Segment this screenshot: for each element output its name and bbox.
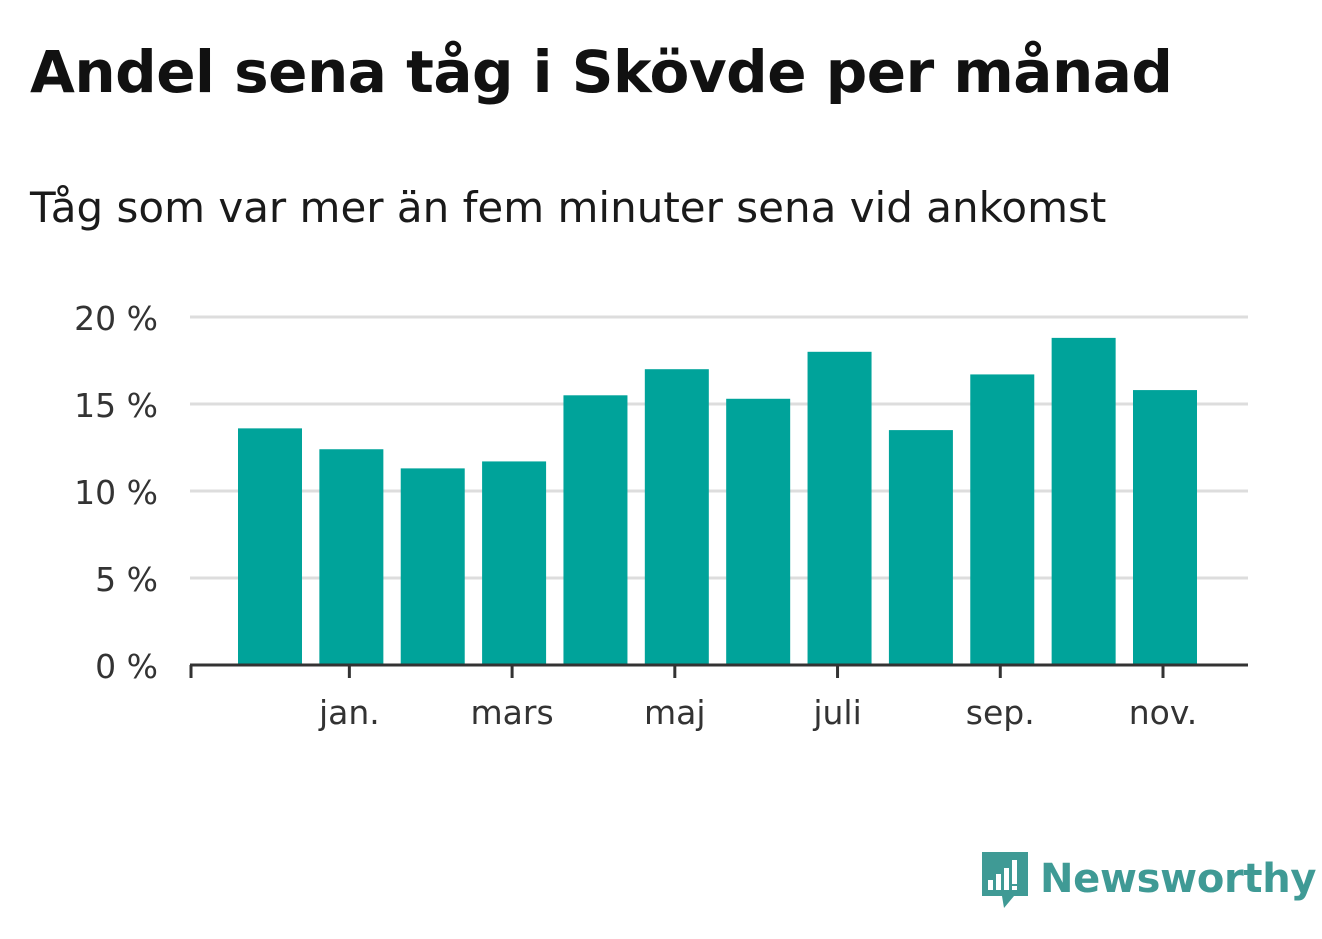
newsworthy-logo: Newsworthy	[980, 848, 1317, 910]
y-tick-label: 5 %	[95, 560, 158, 599]
chart-subtitle: Tåg som var mer än fem minuter sena vid …	[30, 183, 1107, 232]
x-tick-label: jan.	[318, 693, 380, 732]
chart-title: Andel sena tåg i Skövde per månad	[30, 38, 1173, 106]
bar-jan	[319, 449, 384, 665]
x-axis-tick-labels: jan. mars maj juli sep. nov.	[318, 693, 1197, 732]
bar-aug	[888, 430, 953, 665]
y-axis-tick-labels: 0 % 5 % 10 % 15 % 20 %	[74, 299, 158, 686]
x-tick-label: mars	[471, 693, 554, 732]
x-axis	[189, 663, 1248, 678]
bar-apr	[563, 395, 628, 665]
bar-feb	[400, 468, 465, 665]
bar-mars	[482, 461, 547, 665]
bar-nov	[1133, 390, 1197, 665]
y-tick-label: 0 %	[95, 647, 158, 686]
y-tick-label: 10 %	[74, 473, 158, 512]
x-tick-label: maj	[644, 693, 706, 732]
bars	[238, 337, 1197, 665]
x-tick-label: sep.	[966, 693, 1035, 732]
y-tick-label: 20 %	[74, 299, 158, 338]
x-tick-label: juli	[812, 693, 861, 732]
bar-sep	[970, 374, 1035, 665]
bar-maj	[644, 369, 709, 665]
bar-juli	[807, 351, 872, 665]
bar-juni	[726, 398, 791, 665]
newsworthy-logo-icon	[982, 852, 1028, 908]
y-tick-label: 15 %	[74, 386, 158, 425]
bar-okt	[1051, 337, 1116, 665]
bar-dec	[238, 428, 302, 665]
brand-name: Newsworthy	[1040, 856, 1317, 902]
x-tick-label: nov.	[1129, 693, 1198, 732]
